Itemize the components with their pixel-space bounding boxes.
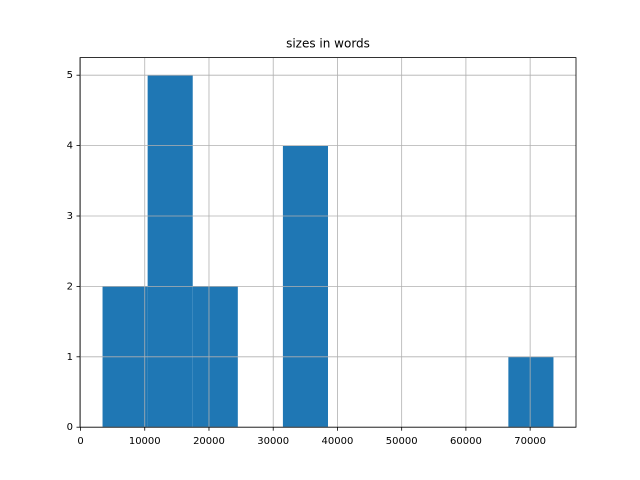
axes-frame [79,57,577,428]
x-tick-label: 70000 [514,436,546,447]
x-tick-label: 30000 [257,436,289,447]
chart-title: sizes in words [286,37,370,51]
x-tick-label: 60000 [450,436,482,447]
bar [147,75,193,428]
x-tick-label: 50000 [386,436,418,447]
y-tick-label: 0 [67,422,73,433]
y-tick-label: 4 [67,141,73,152]
x-tick-label: 10000 [129,436,161,447]
x-tick-label: 20000 [193,436,225,447]
x-tick-label: 40000 [322,436,354,447]
y-tick-label: 5 [67,70,73,81]
bar [508,356,554,428]
y-tick-label: 2 [67,281,73,292]
y-tick-label: 3 [67,211,73,222]
x-tick-label: 0 [77,436,83,447]
y-tick-label: 1 [67,352,73,363]
